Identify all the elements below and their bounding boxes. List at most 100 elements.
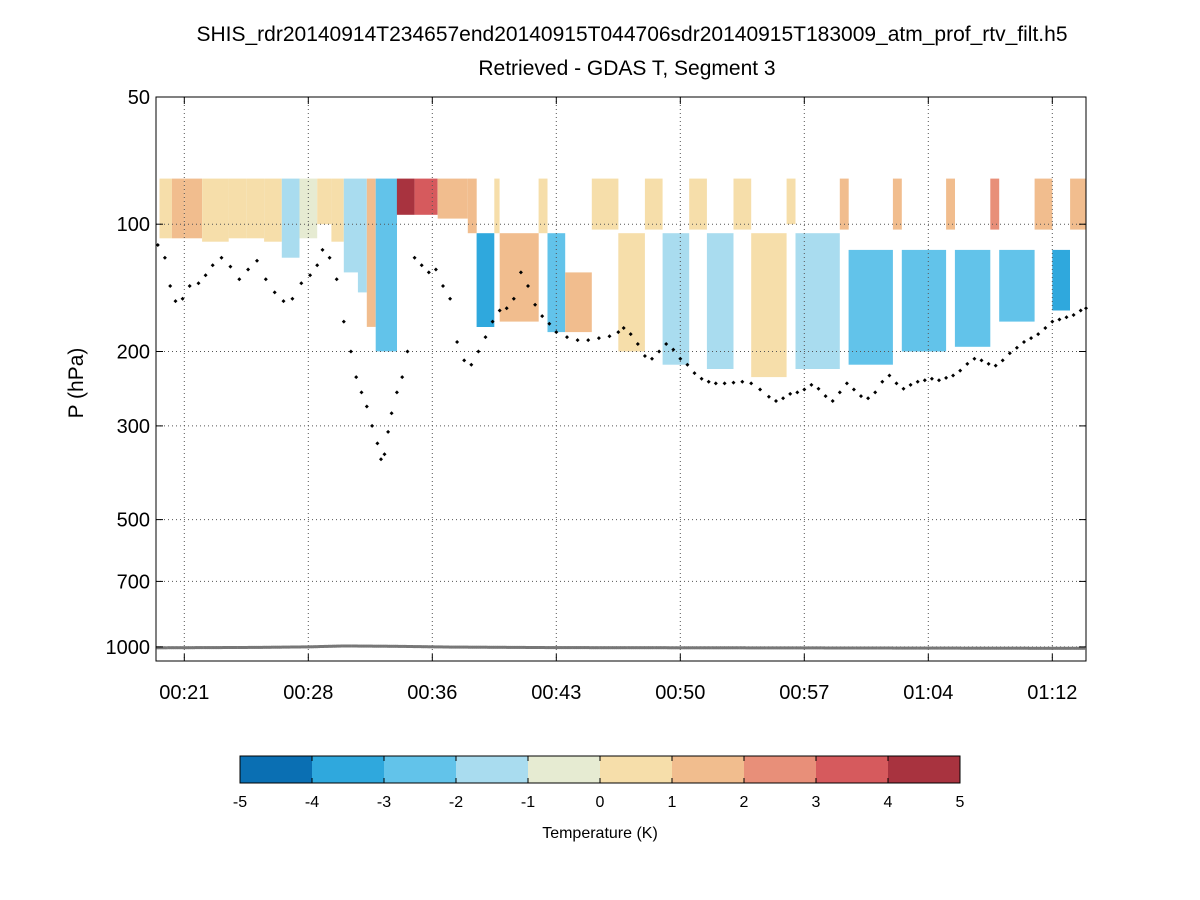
surface-pressure-point bbox=[298, 645, 301, 649]
surface-pressure-point bbox=[1053, 646, 1056, 650]
surface-pressure-point bbox=[646, 646, 649, 650]
surface-pressure-point bbox=[423, 645, 426, 649]
retrieved-pressure-point bbox=[802, 387, 807, 392]
surface-pressure-point bbox=[994, 646, 997, 650]
surface-pressure-point bbox=[811, 646, 814, 650]
surface-pressure-point bbox=[804, 646, 808, 650]
surface-pressure-point bbox=[311, 645, 314, 649]
surface-pressure-point bbox=[207, 646, 210, 650]
surface-pressure-point bbox=[741, 646, 744, 650]
surface-pressure-point bbox=[832, 646, 835, 650]
retrieved-pressure-point bbox=[887, 373, 892, 378]
retrieved-pressure-point bbox=[635, 342, 640, 346]
surface-pressure-point bbox=[747, 646, 750, 650]
heatmap-cell bbox=[476, 233, 495, 327]
retrieved-pressure-point bbox=[664, 342, 669, 346]
heatmap-cell bbox=[467, 178, 477, 234]
surface-pressure-point bbox=[707, 646, 710, 650]
surface-pressure-point bbox=[448, 645, 452, 649]
surface-pressure-point bbox=[1061, 646, 1064, 650]
surface-pressure-point bbox=[677, 646, 681, 650]
surface-pressure-point bbox=[682, 646, 685, 650]
surface-pressure-point bbox=[493, 645, 496, 649]
surface-pressure-point bbox=[785, 646, 789, 650]
retrieved-pressure-point bbox=[1071, 313, 1076, 317]
colorbar-segment bbox=[510, 756, 529, 783]
surface-pressure-point bbox=[519, 645, 522, 649]
retrieved-pressure-point bbox=[692, 371, 697, 376]
surface-pressure-point bbox=[787, 646, 791, 650]
surface-pressure-point bbox=[357, 644, 360, 648]
chart-subtitle: Retrieved - GDAS T, Segment 3 bbox=[478, 57, 775, 80]
retrieved-pressure-point bbox=[419, 263, 424, 268]
heatmap-cell bbox=[999, 249, 1035, 322]
surface-pressure-point bbox=[631, 646, 634, 650]
surface-pressure-point bbox=[934, 646, 938, 650]
surface-pressure-point bbox=[635, 646, 638, 650]
surface-pressure-point bbox=[945, 646, 948, 650]
surface-pressure-point bbox=[1038, 646, 1041, 650]
surface-pressure-point bbox=[1044, 646, 1048, 650]
surface-pressure-point bbox=[559, 646, 562, 650]
retrieved-pressure-point bbox=[678, 356, 683, 361]
retrieved-pressure-point bbox=[972, 356, 977, 361]
surface-pressure-point bbox=[453, 645, 456, 649]
heatmap-cell bbox=[202, 178, 229, 242]
retrieved-pressure-point bbox=[405, 349, 410, 354]
surface-pressure-point bbox=[745, 646, 748, 650]
heatmap-cell bbox=[437, 178, 468, 219]
surface-pressure-point bbox=[383, 644, 386, 648]
surface-pressure-point bbox=[605, 646, 609, 650]
surface-pressure-point bbox=[629, 646, 632, 650]
surface-pressure-point bbox=[591, 646, 594, 650]
surface-pressure-point bbox=[431, 645, 435, 649]
retrieved-pressure-point bbox=[394, 390, 399, 395]
surface-pressure-point bbox=[508, 645, 511, 649]
surface-pressure-point bbox=[167, 646, 170, 650]
surface-pressure-point bbox=[855, 646, 859, 650]
surface-pressure-point bbox=[510, 645, 513, 649]
surface-pressure-point bbox=[158, 646, 162, 650]
retrieved-pressure-point bbox=[497, 308, 502, 313]
heatmap-cell bbox=[990, 178, 1000, 230]
surface-pressure-point bbox=[648, 646, 651, 650]
retrieved-pressure-point bbox=[986, 361, 991, 366]
surface-pressure-point bbox=[351, 644, 354, 648]
surface-pressure-point bbox=[909, 646, 912, 650]
retrieved-pressure-point bbox=[354, 375, 359, 380]
colorbar-segment bbox=[294, 756, 313, 783]
surface-pressure-point bbox=[960, 646, 963, 650]
retrieved-pressure-point bbox=[375, 441, 380, 446]
surface-pressure-point bbox=[521, 645, 524, 649]
retrieved-pressure-point bbox=[657, 349, 662, 354]
surface-pressure-point bbox=[975, 646, 978, 650]
surface-pressure-point bbox=[292, 645, 295, 649]
surface-pressure-point bbox=[393, 644, 396, 648]
surface-pressure-point bbox=[758, 646, 761, 650]
surface-pressure-point bbox=[1008, 646, 1012, 650]
retrieved-pressure-point bbox=[1029, 336, 1034, 341]
surface-pressure-point bbox=[224, 646, 227, 649]
y-tick-label: 300 bbox=[117, 416, 150, 438]
surface-pressure-point bbox=[446, 645, 450, 649]
surface-pressure-point bbox=[582, 646, 585, 650]
retrieved-pressure-point bbox=[766, 394, 771, 399]
surface-pressure-point bbox=[440, 645, 443, 649]
colorbar-segment bbox=[942, 756, 961, 783]
surface-pressure-point bbox=[770, 646, 774, 650]
surface-pressure-point bbox=[627, 646, 630, 650]
retrieved-pressure-point bbox=[958, 368, 963, 373]
surface-pressure-point bbox=[205, 646, 208, 650]
surface-pressure-point bbox=[266, 645, 270, 649]
retrieved-pressure-point bbox=[740, 379, 745, 384]
surface-pressure-point bbox=[578, 646, 581, 650]
surface-pressure-point bbox=[939, 646, 942, 650]
surface-pressure-point bbox=[321, 645, 325, 648]
surface-pressure-point bbox=[226, 646, 229, 649]
colorbar-segment bbox=[600, 756, 619, 783]
retrieved-pressure-point bbox=[575, 338, 580, 343]
retrieved-pressure-point bbox=[929, 376, 934, 381]
retrieved-pressure-point bbox=[781, 396, 786, 401]
retrieved-pressure-point bbox=[210, 263, 215, 268]
y-tick-label: 50 bbox=[128, 87, 150, 109]
